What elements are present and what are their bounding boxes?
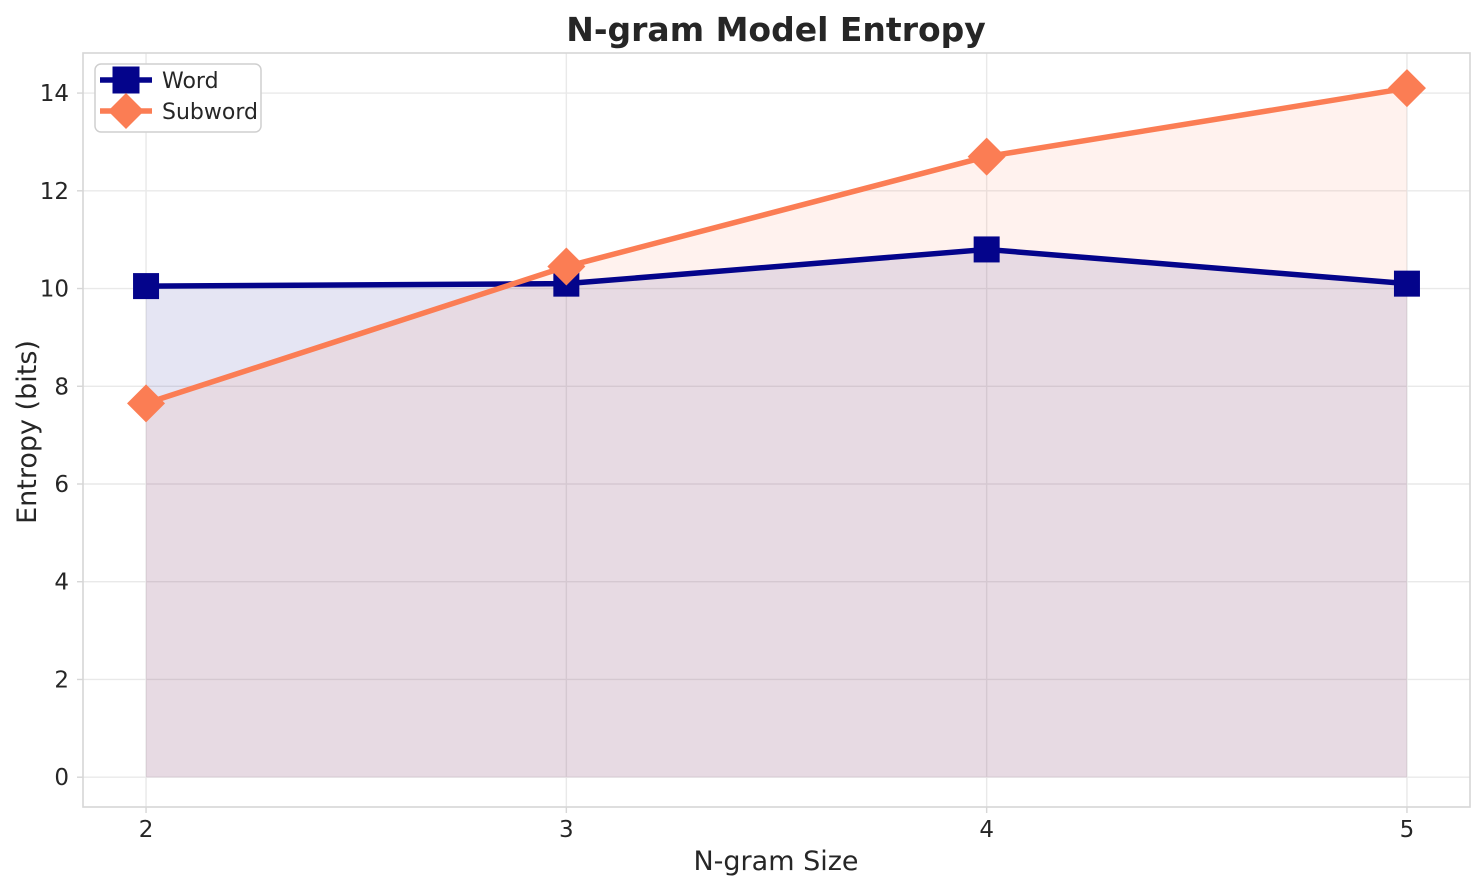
subword-diamond-marker-icon [547,247,586,286]
y-tick-label: 8 [54,374,69,400]
subword-line [143,85,1410,407]
y-tick-label: 10 [40,277,69,303]
x-tick-label: 3 [559,817,574,843]
y-tick-label: 4 [54,570,69,596]
word-square-marker-icon [112,66,140,94]
plot-area: 0 2 4 6 8 10 12 14 2 3 4 5 [40,52,1471,843]
legend-item-word: Word [100,66,219,94]
y-axis-label: Entropy (bits) [12,340,43,524]
y-tick-label: 6 [54,472,69,498]
legend-item-subword: Subword [100,93,258,129]
y-tick-label: 2 [54,667,69,693]
word-square-marker-icon [973,236,1000,263]
chart-title: N-gram Model Entropy [566,10,986,49]
word-legend-label: Word [162,69,219,94]
subword-legend-label: Subword [162,100,258,125]
x-axis-label: N-gram Size [693,846,858,877]
subword-diamond-marker-icon [967,137,1006,176]
word-square-marker-icon [133,273,160,300]
y-tick-label: 0 [54,765,69,791]
legend: Word Subword [94,63,262,133]
word-line [143,246,1410,289]
y-tick-label: 14 [40,81,69,107]
plot-border [82,52,1471,808]
x-tick-label: 2 [139,817,154,843]
subword-diamond-marker-icon [127,384,166,423]
word-area-fill [146,249,1407,778]
subword-diamond-marker-icon [108,93,144,129]
subword-diamond-marker-icon [1387,69,1426,108]
word-square-marker-icon [1393,270,1420,297]
subword-area-fill [146,88,1407,778]
x-tick-label: 5 [1400,817,1415,843]
x-tick-label: 4 [979,817,994,843]
y-tick-label: 12 [40,179,69,205]
